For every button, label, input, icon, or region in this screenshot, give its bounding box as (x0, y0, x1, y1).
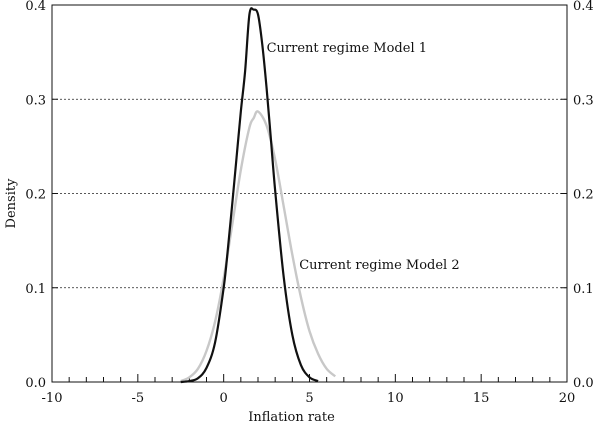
y-tick-label-left: 0.2 (25, 188, 46, 203)
series-line-model-2 (180, 110, 337, 383)
y-tick-label-left: 0.4 (25, 0, 46, 14)
y-tick-label-right: 0.4 (573, 0, 594, 14)
x-tick-label: 15 (473, 391, 490, 406)
y-tick-label-right: 0.1 (573, 282, 594, 297)
y-tick-label-right: 0.3 (573, 93, 594, 108)
x-tick-label: -10 (42, 391, 63, 406)
x-tick-label: 0 (220, 391, 228, 406)
series-line-model-1 (180, 7, 319, 384)
annotation-label: Current regime Model 2 (299, 258, 459, 273)
x-tick-label: 10 (387, 391, 404, 406)
y-tick-label-left: 0.0 (25, 376, 46, 391)
y-tick-label-right: 0.2 (573, 188, 594, 203)
x-tick-label: 20 (559, 391, 576, 406)
x-axis-label: Inflation rate (248, 410, 335, 425)
y-tick-label-left: 0.3 (25, 93, 46, 108)
y-tick-label-right: 0.0 (573, 376, 594, 391)
y-tick-label-left: 0.1 (25, 282, 46, 297)
y-axis-label: Density (4, 178, 19, 229)
x-tick-label: 5 (305, 391, 313, 406)
annotation-label: Current regime Model 1 (267, 41, 427, 56)
x-tick-label: -5 (131, 391, 144, 406)
